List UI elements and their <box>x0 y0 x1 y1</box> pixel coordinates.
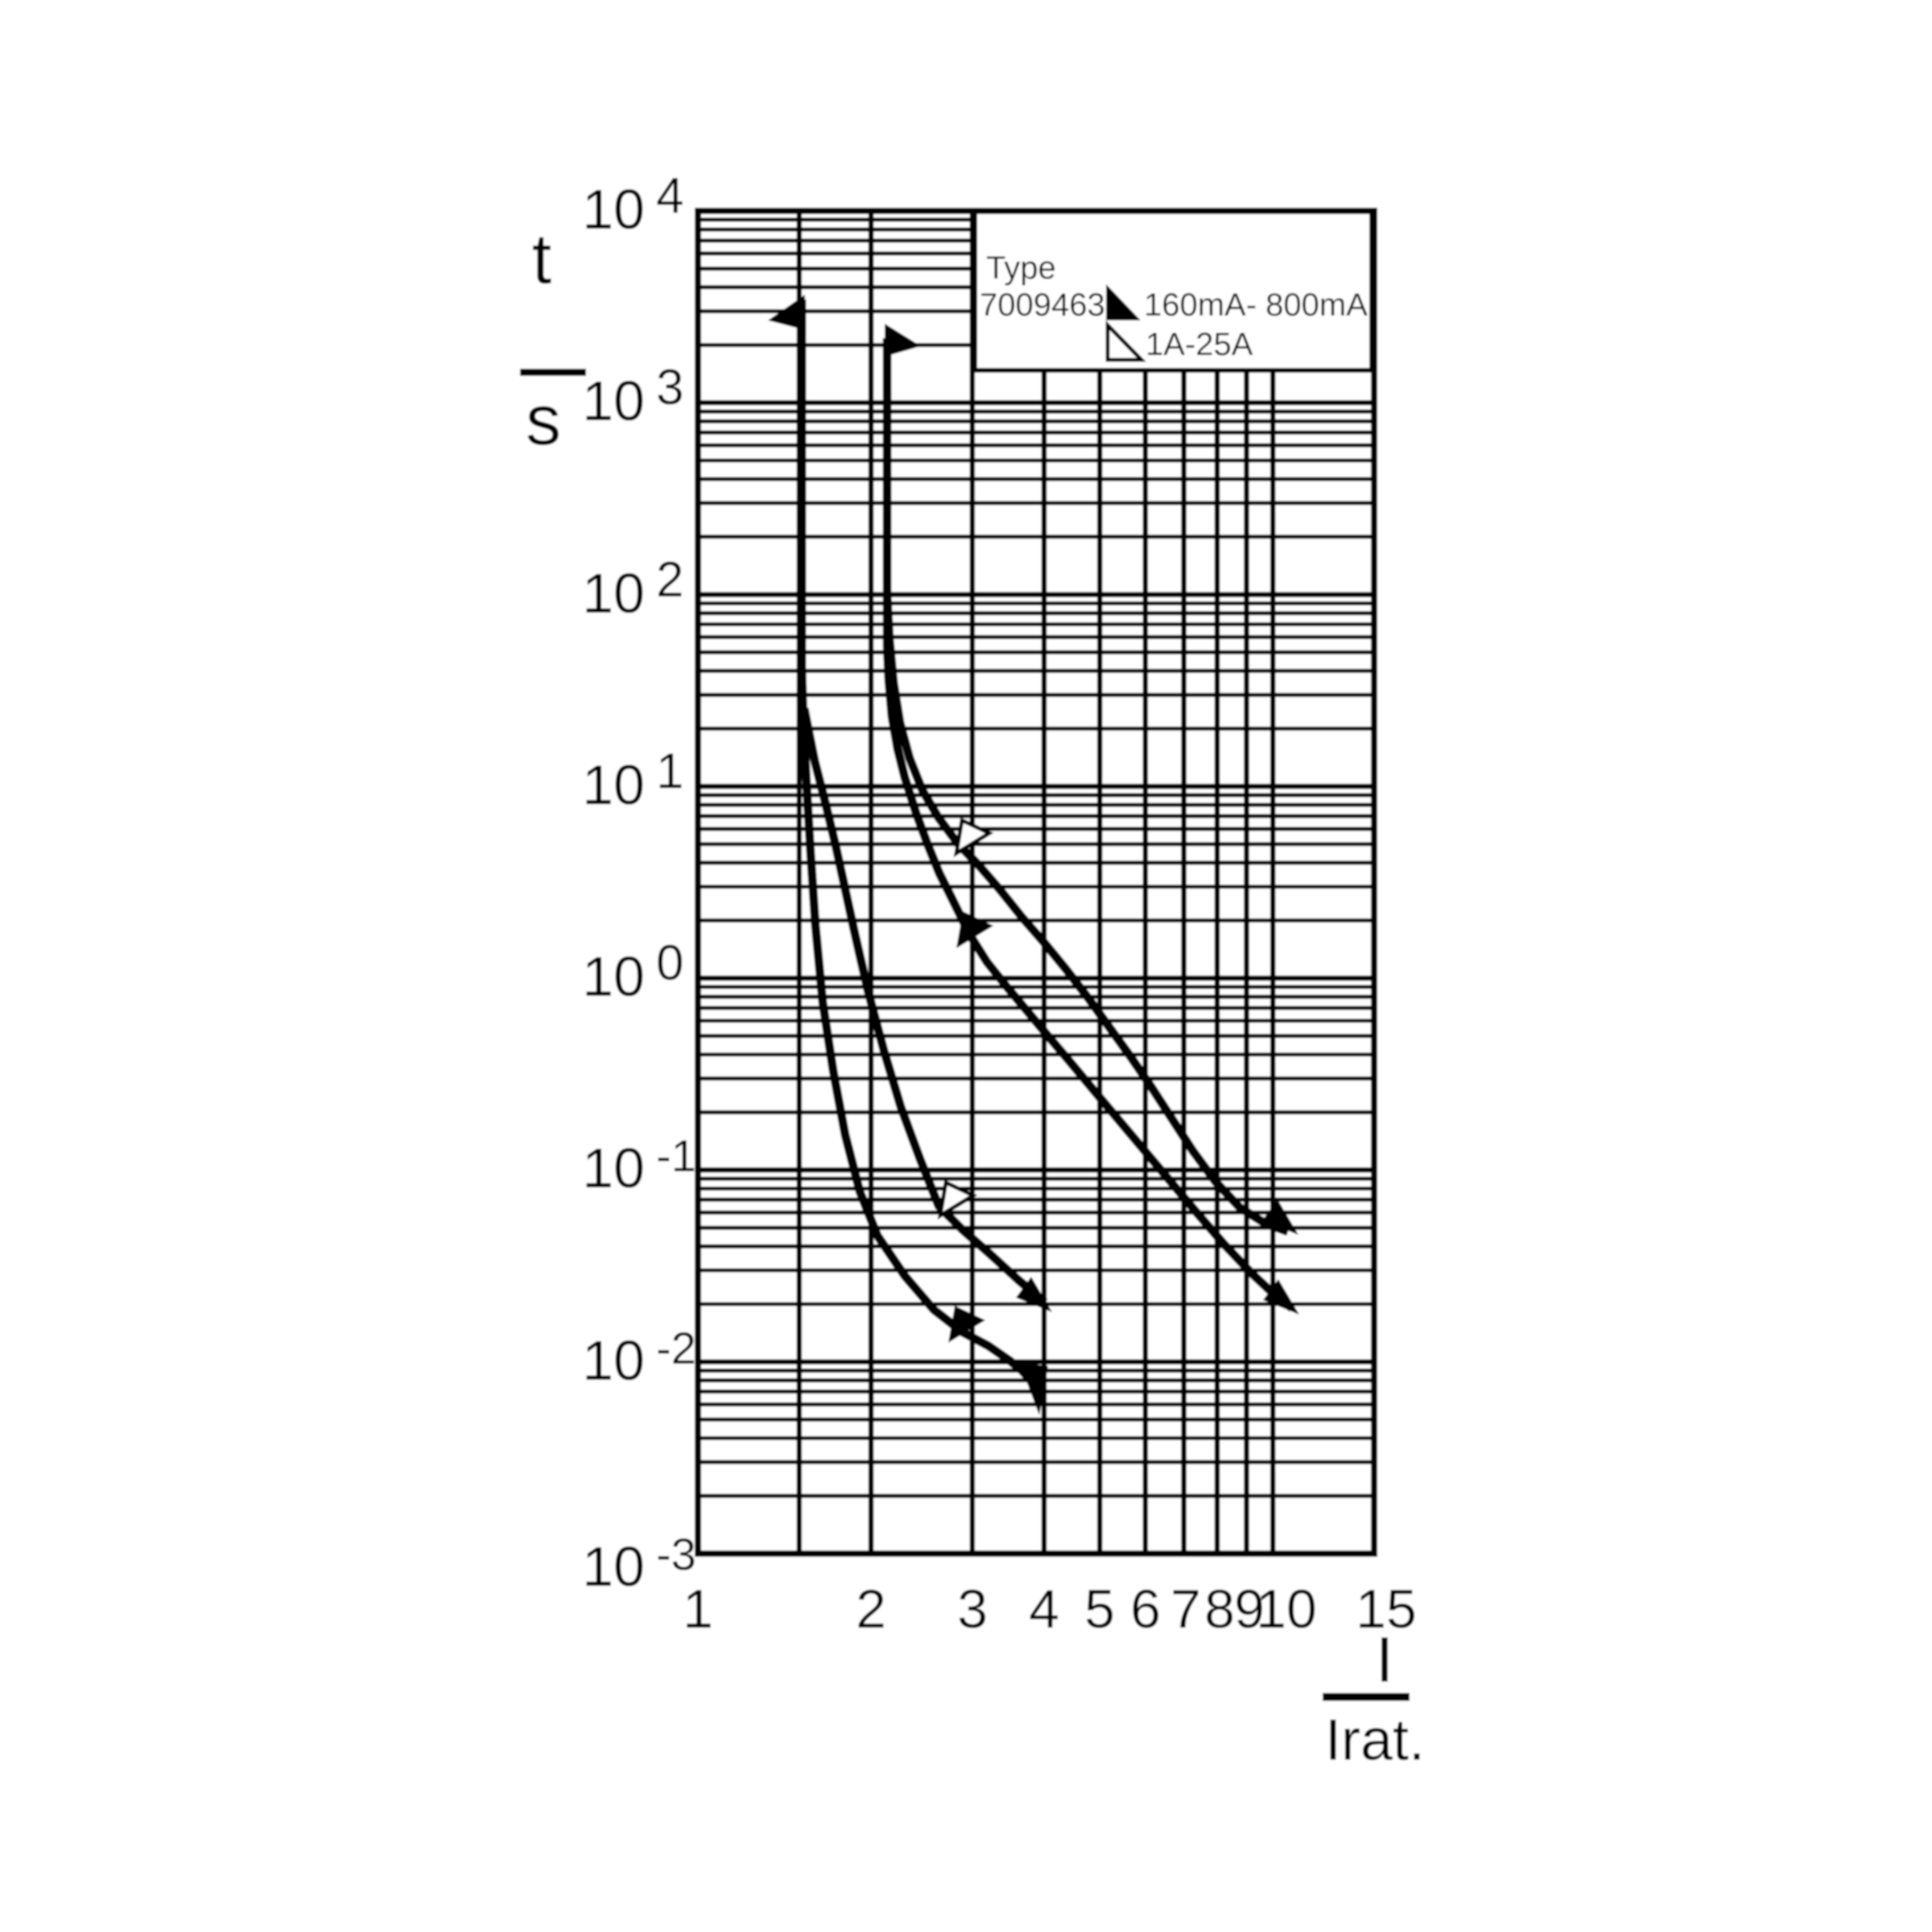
svg-text:1A-25A: 1A-25A <box>1146 327 1253 362</box>
svg-text:10: 10 <box>582 1137 645 1199</box>
svg-text:10: 10 <box>1256 1579 1317 1640</box>
svg-text:5: 5 <box>1084 1579 1115 1640</box>
svg-text:3: 3 <box>957 1579 988 1640</box>
svg-text:-2: -2 <box>656 1323 696 1373</box>
svg-text:10: 10 <box>582 1329 645 1392</box>
svg-text:6: 6 <box>1130 1579 1161 1640</box>
svg-text:9: 9 <box>1234 1579 1265 1640</box>
svg-text:t: t <box>532 219 551 299</box>
svg-text:7: 7 <box>1170 1579 1201 1640</box>
svg-text:-1: -1 <box>656 1130 696 1181</box>
svg-text:10: 10 <box>582 1535 645 1598</box>
svg-text:10: 10 <box>582 945 645 1008</box>
svg-text:7009463: 7009463 <box>980 287 1105 323</box>
svg-text:2: 2 <box>656 552 683 608</box>
svg-text:10: 10 <box>582 369 645 432</box>
svg-text:8: 8 <box>1204 1579 1235 1640</box>
svg-text:2: 2 <box>856 1579 886 1640</box>
svg-text:Irat.: Irat. <box>1325 1708 1425 1773</box>
svg-text:I: I <box>1376 1624 1393 1695</box>
svg-text:15: 15 <box>1356 1579 1417 1640</box>
svg-text:s: s <box>526 380 561 460</box>
svg-text:4: 4 <box>1029 1579 1059 1640</box>
svg-text:10: 10 <box>582 178 645 241</box>
svg-text:10: 10 <box>582 562 645 625</box>
svg-text:1: 1 <box>656 744 683 799</box>
svg-text:0: 0 <box>656 935 683 991</box>
svg-text:1: 1 <box>683 1579 713 1640</box>
svg-text:10: 10 <box>582 753 645 816</box>
svg-text:4: 4 <box>656 168 683 224</box>
svg-text:-3: -3 <box>656 1529 696 1579</box>
svg-text:3: 3 <box>656 360 683 415</box>
svg-text:160mA- 800mA: 160mA- 800mA <box>1144 287 1368 323</box>
svg-text:Type: Type <box>986 250 1056 286</box>
